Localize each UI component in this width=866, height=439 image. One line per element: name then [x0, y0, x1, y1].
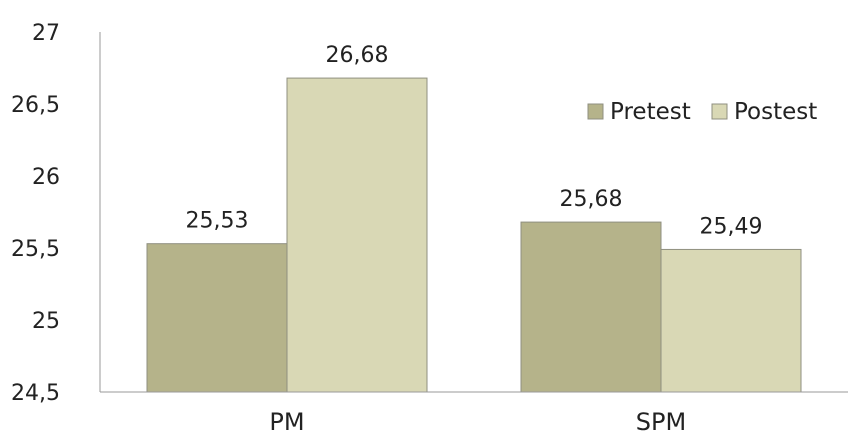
legend-label-postest: Postest	[734, 99, 817, 125]
data-labels: 25,53 26,68 25,68 25,49	[186, 43, 763, 239]
data-label: 25,53	[186, 209, 249, 234]
x-axis-labels: PM SPM	[269, 408, 686, 436]
x-tick-label: PM	[269, 408, 304, 436]
y-tick-label: 26	[32, 165, 60, 190]
y-tick-label: 24,5	[11, 381, 60, 406]
data-label: 26,68	[326, 43, 389, 68]
bar-postest-spm	[660, 248, 802, 393]
bar-pretest-spm	[520, 221, 662, 393]
legend-swatch-postest	[711, 103, 728, 120]
x-tick-label: SPM	[636, 408, 686, 436]
data-label: 25,68	[560, 187, 623, 212]
bars	[146, 77, 802, 393]
legend-label-pretest: Pretest	[610, 99, 691, 125]
bar-pretest-pm	[146, 243, 288, 393]
legend-swatch-pretest	[587, 103, 604, 120]
y-tick-label: 25	[32, 309, 60, 334]
data-label: 25,49	[700, 214, 763, 239]
legend: Pretest Postest	[587, 99, 817, 125]
y-tick-label: 25,5	[11, 237, 60, 262]
bar-postest-pm	[286, 77, 428, 393]
y-axis-ticks: 24,5 25 25,5 26 26,5 27	[11, 21, 60, 406]
y-tick-label: 27	[32, 21, 60, 46]
y-tick-label: 26,5	[11, 93, 60, 118]
